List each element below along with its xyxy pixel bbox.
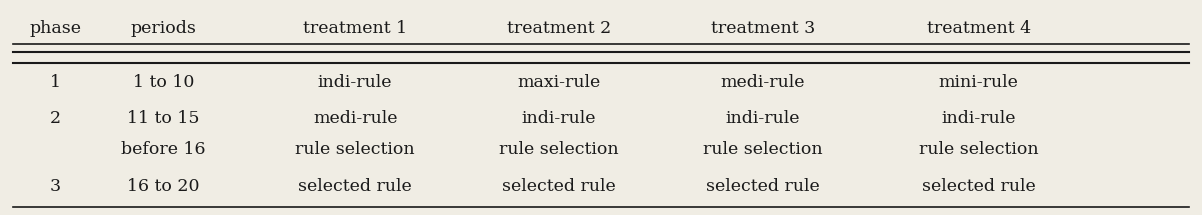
Text: selected rule: selected rule (298, 178, 412, 195)
Text: 11 to 15: 11 to 15 (127, 110, 200, 127)
Text: medi-rule: medi-rule (721, 74, 805, 91)
Text: treatment 4: treatment 4 (927, 20, 1031, 37)
Text: rule selection: rule selection (499, 141, 619, 158)
Text: 2: 2 (49, 110, 61, 127)
Text: 1 to 10: 1 to 10 (132, 74, 194, 91)
Text: indi-rule: indi-rule (941, 110, 1016, 127)
Text: treatment 1: treatment 1 (303, 20, 407, 37)
Text: selected rule: selected rule (706, 178, 820, 195)
Text: 3: 3 (49, 178, 61, 195)
Text: phase: phase (29, 20, 82, 37)
Text: 1: 1 (49, 74, 61, 91)
Text: mini-rule: mini-rule (939, 74, 1018, 91)
Text: before 16: before 16 (121, 141, 206, 158)
Text: indi-rule: indi-rule (317, 74, 392, 91)
Text: rule selection: rule selection (920, 141, 1039, 158)
Text: periods: periods (130, 20, 196, 37)
Text: maxi-rule: maxi-rule (517, 74, 601, 91)
Text: selected rule: selected rule (922, 178, 1036, 195)
Text: 16 to 20: 16 to 20 (127, 178, 200, 195)
Text: indi-rule: indi-rule (522, 110, 596, 127)
Text: rule selection: rule selection (703, 141, 822, 158)
Text: indi-rule: indi-rule (726, 110, 801, 127)
Text: treatment 3: treatment 3 (710, 20, 815, 37)
Text: medi-rule: medi-rule (313, 110, 398, 127)
Text: treatment 2: treatment 2 (507, 20, 611, 37)
Text: rule selection: rule selection (296, 141, 415, 158)
Text: selected rule: selected rule (502, 178, 615, 195)
